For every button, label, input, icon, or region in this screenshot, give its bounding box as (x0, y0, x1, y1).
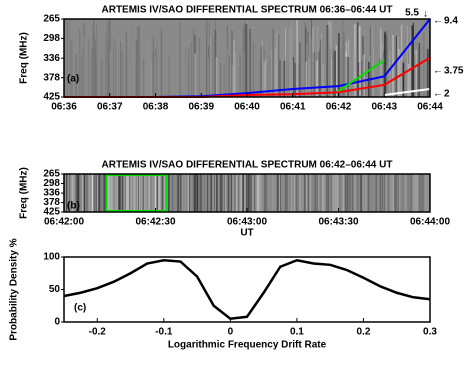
x-tick-label: 06:43:00 (227, 217, 267, 228)
density-curve (63, 258, 431, 321)
y-tick-label: 298 (43, 178, 60, 189)
y-tick-label: 298 (43, 33, 60, 44)
arrow: ← (433, 66, 443, 77)
y-tick-label: 425 (43, 92, 60, 103)
y-tick-label: 425 (43, 207, 60, 218)
x-tick-label: 06:42:00 (44, 217, 84, 228)
x-tick-label: 06:37 (97, 102, 123, 113)
x-tick-label: -0.2 (89, 327, 107, 338)
y-tick-label: 50 (49, 284, 61, 295)
annotation: 5.5 (405, 8, 419, 19)
x-tick-label: 06:40 (234, 102, 260, 113)
x-tick-label: 06:43:30 (318, 217, 358, 228)
drift-curve (384, 88, 431, 97)
x-tick-label: 06:38 (143, 102, 169, 113)
chart-title: ARTEMIS IV/SAO DIFFERENTIAL SPECTRUM 06:… (102, 160, 393, 171)
x-tick-label: 06:42:30 (135, 217, 175, 228)
y-tick-label: 378 (43, 197, 60, 208)
y-tick-label: 265 (43, 14, 60, 25)
annotation: 3.75 (444, 66, 464, 77)
y-tick-label: 378 (43, 72, 60, 83)
x-tick-label: 0.1 (290, 327, 304, 338)
x-tick-label: 06:41 (280, 102, 306, 113)
arrow: ← (433, 16, 443, 27)
x-tick-label: 0.3 (423, 327, 437, 338)
annotation: 2 (444, 89, 450, 100)
annotation: 9.4 (444, 16, 458, 27)
y-tick-label: 265 (43, 169, 60, 180)
y-axis-label: Freq (MHz) (19, 32, 30, 84)
x-tick-label: 06:44:00 (410, 217, 450, 228)
panel-label: (b) (67, 201, 80, 212)
selection-box (105, 174, 168, 212)
x-axis-label: UT (240, 228, 253, 239)
x-tick-label: 06:43 (371, 102, 397, 113)
arrow: ↓ (423, 9, 428, 20)
panel-label: (c) (74, 303, 86, 314)
arrow: ← (433, 89, 443, 100)
chart-title: ARTEMIS IV/SAO DIFFERENTIAL SPECTRUM 06:… (102, 5, 393, 16)
plot-frame (63, 256, 431, 323)
x-tick-label: 06:39 (188, 102, 214, 113)
x-tick-label: 06:42 (326, 102, 352, 113)
panel-label: (a) (67, 74, 79, 85)
y-tick-label: 100 (43, 252, 60, 263)
y-tick-label: 336 (43, 53, 60, 64)
drift-curve (337, 59, 385, 92)
x-tick-label: -0.1 (155, 327, 173, 338)
x-tick-label: 0.2 (357, 327, 371, 338)
x-tick-label: 0 (228, 327, 234, 338)
y-tick-label: 0 (54, 317, 60, 328)
y-axis-label: Probability Density % (9, 238, 20, 340)
x-axis-label: Logarithmic Frequency Drift Rate (168, 340, 327, 351)
x-tick-label: 06:36 (51, 102, 77, 113)
x-tick-label: 06:44 (417, 102, 443, 113)
y-axis-label: Freq (MHz) (19, 167, 30, 219)
y-tick-label: 336 (43, 188, 60, 199)
